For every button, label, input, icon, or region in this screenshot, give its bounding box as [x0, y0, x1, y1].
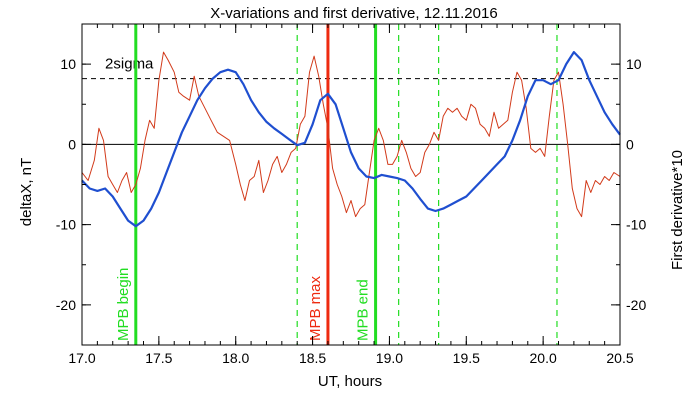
axes: 17.0 17.5 18.0 18.5 19.0 19.5 20.0 20.5 -20 -20 -1… [56, 23, 646, 366]
x-tick-label: 20.0 [530, 350, 557, 366]
series-line-derivative [81, 51, 621, 218]
plot-background [82, 24, 620, 345]
chart-title: X-variations and first derivative, 12.11… [210, 5, 497, 22]
series-line-deltaX [81, 51, 621, 228]
x-tick-label: 18.5 [299, 350, 326, 366]
y-tick-label-left: 10 [60, 56, 76, 72]
y-tick-label-left: -10 [56, 217, 76, 233]
y-tick-label-left: 0 [68, 136, 76, 152]
y-tick-label-left: -20 [56, 297, 76, 313]
x-tick-label: 17.0 [68, 350, 95, 366]
series-layer [81, 51, 621, 228]
x-tick-label: 20.5 [606, 350, 633, 366]
y-tick-label-right: -20 [626, 297, 646, 313]
threshold-label: 2sigma [105, 56, 154, 73]
y-tick-label-right: 0 [626, 136, 634, 152]
y-tick-label-right: 10 [626, 56, 642, 72]
event-label-3: MPB end [355, 279, 372, 341]
plot-area [82, 24, 620, 345]
event-label-2: MPB max [307, 275, 324, 341]
x-tick-label: 17.5 [145, 350, 172, 366]
x-axis-title: UT, hours [318, 373, 382, 390]
x-tick-label: 19.0 [376, 350, 403, 366]
right-axis-title: First derivative*10 [669, 150, 686, 270]
x-tick-label: 19.5 [453, 350, 480, 366]
y-tick-label-right: -10 [626, 217, 646, 233]
left-axis-title: deltaX, nT [18, 158, 35, 226]
x-tick-label: 18.0 [222, 350, 249, 366]
event-label-0: MPB begin [115, 268, 132, 341]
